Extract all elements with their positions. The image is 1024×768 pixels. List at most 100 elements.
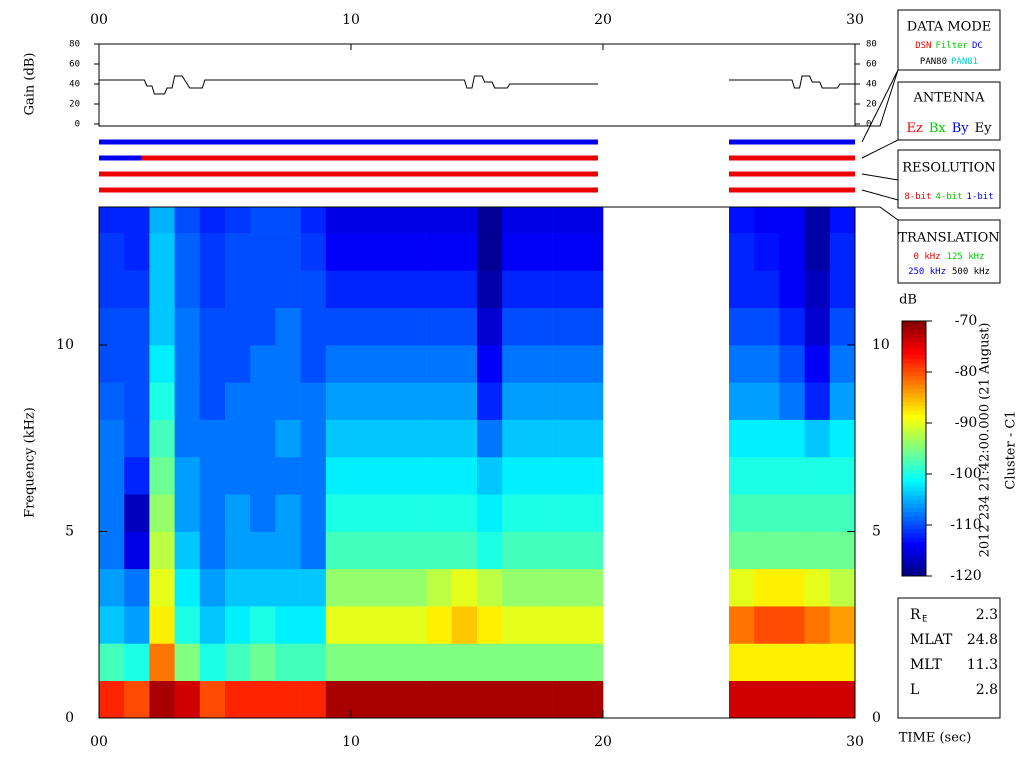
cell xyxy=(351,270,377,309)
cell xyxy=(199,382,226,420)
colorbar-slice xyxy=(902,503,926,509)
cell xyxy=(779,307,805,346)
cell xyxy=(300,531,327,570)
cell xyxy=(225,419,251,458)
cell xyxy=(426,456,453,495)
mode-bar xyxy=(729,187,855,193)
cell xyxy=(99,207,125,234)
colorbar-tick-label: -100 xyxy=(950,466,981,482)
cell xyxy=(804,494,831,532)
cell xyxy=(426,345,453,383)
cell xyxy=(729,382,755,420)
cell xyxy=(754,680,780,719)
cell xyxy=(426,531,453,570)
mode-bar xyxy=(99,155,142,161)
cell xyxy=(829,456,856,495)
cell xyxy=(552,680,579,719)
cell xyxy=(502,643,528,682)
cell xyxy=(779,419,805,458)
cell xyxy=(426,419,453,458)
cell xyxy=(149,345,175,383)
cell xyxy=(124,270,150,309)
colorbar-slice xyxy=(902,482,926,488)
cell xyxy=(351,494,377,532)
cell xyxy=(174,233,201,271)
cell xyxy=(275,494,301,532)
colorbar-tick-label: -90 xyxy=(955,415,978,431)
cell xyxy=(552,382,579,420)
cell xyxy=(552,643,579,682)
cell xyxy=(250,531,276,570)
connectors xyxy=(855,69,899,221)
info-value: 2.3 xyxy=(976,607,998,623)
cell xyxy=(401,345,427,383)
cell xyxy=(351,531,377,570)
cell xyxy=(174,531,201,570)
cell xyxy=(577,606,604,644)
cell xyxy=(829,643,856,682)
colorbar-slice xyxy=(902,427,926,432)
cell xyxy=(325,680,352,719)
cell xyxy=(729,207,755,234)
legend-item: DSN xyxy=(915,41,931,51)
legend-item: Bx xyxy=(929,121,947,136)
cell xyxy=(477,233,503,271)
cell xyxy=(149,606,175,644)
cell xyxy=(502,680,528,719)
connector xyxy=(861,69,899,143)
cell xyxy=(225,307,251,346)
colorbar-slice xyxy=(902,342,926,347)
y-tick-label: 40 xyxy=(69,80,80,90)
colorbar-slice xyxy=(902,550,926,556)
cell xyxy=(577,233,604,271)
cell xyxy=(300,680,327,719)
cell xyxy=(149,531,175,570)
cell xyxy=(99,606,125,644)
legend-line: 0 kHz 125 kHz xyxy=(913,252,984,262)
cell xyxy=(754,207,780,234)
y-tick-label: 60 xyxy=(69,60,80,70)
cell xyxy=(829,345,856,383)
colorbar-slice xyxy=(902,380,926,386)
cell xyxy=(376,606,402,644)
y-axis-label: Frequency (kHz) xyxy=(23,407,38,518)
cell xyxy=(275,531,301,570)
cell xyxy=(477,643,503,682)
cell xyxy=(527,531,553,570)
cell xyxy=(199,307,226,346)
cell xyxy=(804,307,831,346)
cell xyxy=(829,680,856,719)
cell xyxy=(199,419,226,458)
colorbar-slice xyxy=(902,533,926,539)
info-label: R xyxy=(910,607,921,623)
cell xyxy=(225,643,251,682)
cell xyxy=(527,643,553,682)
cell xyxy=(174,643,201,682)
info-value: 24.8 xyxy=(967,632,998,648)
cell xyxy=(779,382,805,420)
legend-box xyxy=(897,219,1001,284)
legend-title: DATA MODE xyxy=(907,20,991,35)
cell xyxy=(577,345,604,383)
cell xyxy=(477,680,503,719)
x-tick-label: 00 xyxy=(90,734,108,750)
cell xyxy=(729,531,755,570)
cell xyxy=(729,233,755,271)
cell xyxy=(451,531,478,570)
cell xyxy=(779,494,805,532)
cell xyxy=(124,531,150,570)
mode-bar xyxy=(729,171,855,177)
cell xyxy=(174,419,201,458)
cell xyxy=(99,382,125,420)
cell xyxy=(401,643,427,682)
cell xyxy=(300,494,327,532)
cell xyxy=(300,419,327,458)
colorbar-label: dB xyxy=(899,293,917,308)
x-tick-label: 00 xyxy=(90,12,108,28)
cell xyxy=(779,680,805,719)
cell xyxy=(351,382,377,420)
legend-item: Ey xyxy=(975,121,992,136)
cell xyxy=(376,494,402,532)
cell xyxy=(124,494,150,532)
cell xyxy=(577,270,604,309)
